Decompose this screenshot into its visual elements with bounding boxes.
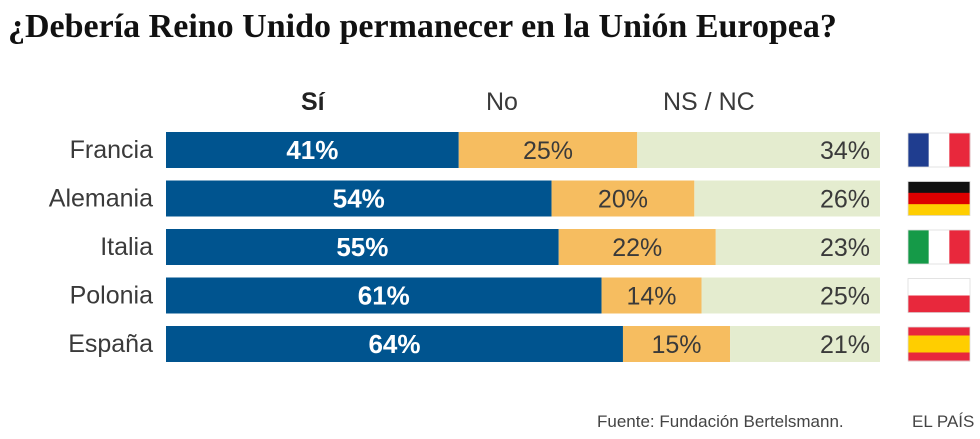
legend-si: Sí — [301, 88, 325, 116]
value-label-nsnc-1: 26% — [820, 186, 870, 214]
bar-si-3 — [166, 277, 602, 314]
category-label-2: Italia — [100, 233, 153, 261]
bar-si-1 — [166, 180, 552, 217]
value-label-no-2: 22% — [612, 234, 662, 262]
germany-flag-icon — [907, 181, 971, 216]
value-label-si-2: 55% — [336, 232, 388, 262]
value-label-nsnc-3: 25% — [820, 283, 870, 311]
legend-ns-nc: NS / NC — [663, 88, 755, 116]
category-label-1: Alemania — [49, 185, 153, 213]
bar-no-0 — [458, 132, 638, 168]
italy-flag-icon — [907, 229, 971, 265]
france-flag-icon — [907, 132, 971, 168]
bar-no-4 — [622, 326, 731, 362]
bar-no-1 — [551, 180, 695, 217]
value-label-no-3: 14% — [626, 283, 676, 311]
bar-no-3 — [601, 277, 702, 314]
value-label-nsnc-4: 21% — [820, 331, 870, 359]
bar-nsnc-2 — [715, 229, 880, 265]
value-label-no-1: 20% — [598, 186, 648, 214]
bar-si-4 — [166, 326, 623, 362]
source-note: Fuente: Fundación Bertelsmann. — [597, 412, 844, 431]
value-label-no-4: 15% — [651, 331, 701, 359]
category-label-0: Francia — [70, 136, 153, 164]
value-label-si-3: 61% — [358, 281, 410, 311]
bar-no-2 — [558, 229, 716, 265]
bar-nsnc-3 — [701, 277, 880, 314]
category-label-4: España — [68, 330, 153, 358]
category-label-3: Polonia — [70, 282, 153, 310]
poland-flag-icon — [907, 278, 971, 313]
value-label-si-0: 41% — [286, 135, 338, 165]
bar-nsnc-0 — [637, 132, 880, 168]
bar-nsnc-4 — [730, 326, 880, 362]
bar-nsnc-1 — [694, 180, 880, 217]
value-label-nsnc-2: 23% — [820, 234, 870, 262]
spain-flag-icon — [907, 326, 971, 362]
value-label-no-0: 25% — [523, 137, 573, 165]
bar-si-2 — [166, 229, 559, 265]
value-label-nsnc-0: 34% — [820, 137, 870, 165]
value-label-si-1: 54% — [333, 184, 385, 214]
bar-si-0 — [166, 132, 459, 168]
chart-title: ¿Debería Reino Unido permanecer en la Un… — [8, 8, 837, 45]
value-label-si-4: 64% — [368, 329, 420, 359]
brand-label: EL PAÍS — [912, 412, 975, 431]
legend-no: No — [486, 88, 518, 116]
